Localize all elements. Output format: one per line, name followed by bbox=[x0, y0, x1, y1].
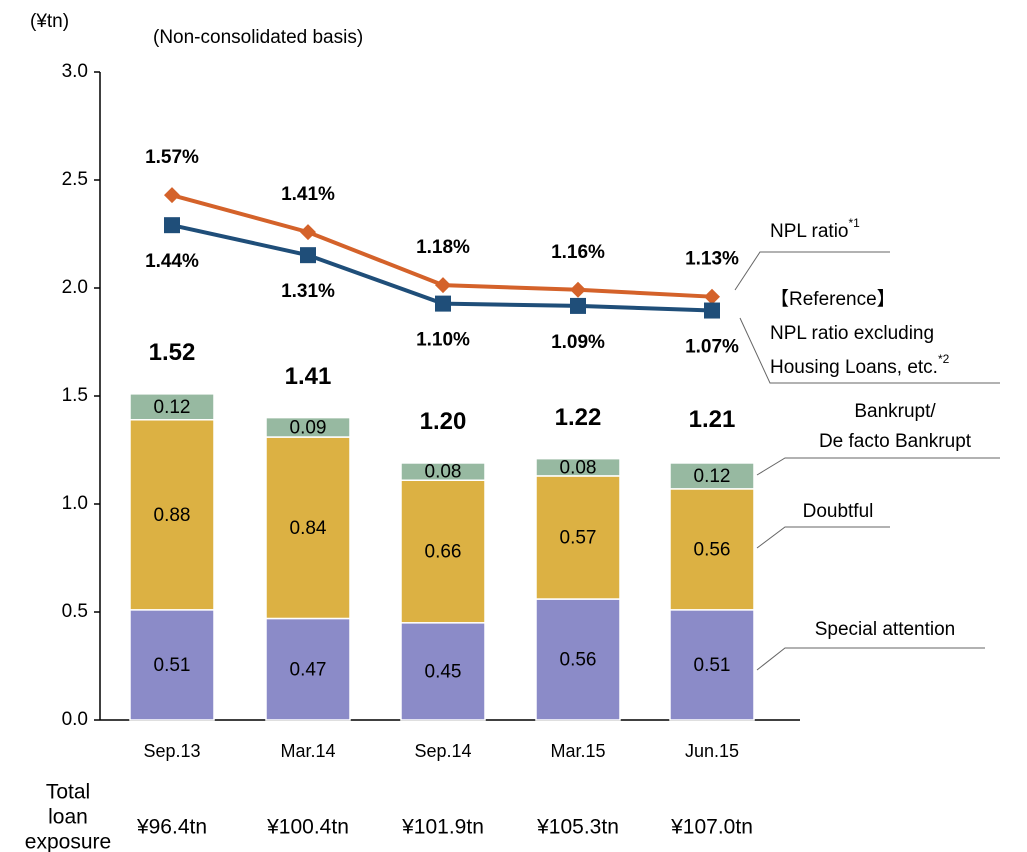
bar-segment bbox=[265, 617, 351, 721]
legend-leader bbox=[739, 317, 1000, 384]
marker bbox=[704, 288, 720, 305]
legend-label: Housing Loans, etc.*2 bbox=[770, 352, 950, 378]
total-label: 1.22 bbox=[555, 404, 602, 431]
exposure-value: ¥96.4tn bbox=[136, 816, 207, 839]
legend-leader bbox=[756, 457, 1000, 476]
exposure-title: Total bbox=[46, 781, 90, 804]
legend-note: *2 bbox=[938, 352, 950, 366]
bar-segment bbox=[129, 419, 215, 611]
x-tick-label: Mar.15 bbox=[550, 741, 605, 761]
marker bbox=[300, 247, 316, 264]
line-label: 1.10% bbox=[416, 330, 470, 351]
total-label: 1.20 bbox=[420, 408, 467, 435]
segment-label: 0.51 bbox=[154, 655, 191, 676]
legend-text: Special attention bbox=[815, 619, 956, 640]
marker bbox=[164, 217, 180, 234]
bar-segment bbox=[669, 488, 755, 611]
subtitle: (Non-consolidated basis) bbox=[153, 27, 363, 48]
legend-text: Bankrupt/ bbox=[854, 401, 936, 422]
legend-text: De facto Bankrupt bbox=[819, 431, 972, 452]
line-label: 1.16% bbox=[551, 242, 605, 263]
marker bbox=[164, 187, 180, 204]
marker bbox=[704, 302, 720, 319]
marker bbox=[435, 295, 451, 312]
x-tick-label: Mar.14 bbox=[280, 741, 335, 761]
legend-label: De facto Bankrupt bbox=[819, 431, 972, 452]
segment-label: 0.08 bbox=[560, 457, 597, 478]
legend-text: 【Reference】 bbox=[770, 288, 896, 310]
bar-segment bbox=[535, 457, 621, 477]
bar-segment bbox=[400, 479, 486, 624]
bar-segment bbox=[400, 462, 486, 481]
marker bbox=[570, 297, 586, 314]
exposure-title: exposure bbox=[25, 831, 111, 852]
legend-label: Doubtful bbox=[803, 501, 874, 522]
x-tick-label: Sep.13 bbox=[143, 741, 200, 761]
segment-label: 0.57 bbox=[560, 527, 597, 548]
y-tick-label: 1.0 bbox=[62, 493, 88, 514]
legend-text: Housing Loans, etc. bbox=[770, 357, 938, 378]
line-label: 1.13% bbox=[685, 249, 739, 270]
total-label: 1.52 bbox=[149, 339, 196, 366]
segment-label: 0.08 bbox=[425, 462, 462, 483]
legend-label: Special attention bbox=[815, 619, 956, 640]
segment-label: 0.12 bbox=[694, 466, 731, 487]
line-label: 1.57% bbox=[145, 147, 199, 168]
marker bbox=[300, 224, 316, 241]
bar-segment bbox=[535, 475, 621, 600]
unit-label: (¥tn) bbox=[30, 11, 69, 32]
x-tick-label: Jun.15 bbox=[685, 741, 739, 761]
total-label: 1.21 bbox=[689, 406, 736, 433]
bar-segment bbox=[535, 598, 621, 721]
legend-label: NPL ratio excluding bbox=[770, 323, 934, 344]
total-label: 1.41 bbox=[285, 363, 332, 390]
legend-leader bbox=[756, 647, 985, 671]
line-label: 1.07% bbox=[685, 337, 739, 358]
bar-segment bbox=[129, 393, 215, 421]
y-tick-label: 0.0 bbox=[62, 709, 88, 730]
marker bbox=[435, 277, 451, 294]
line-label: 1.44% bbox=[145, 251, 199, 272]
marker bbox=[570, 281, 586, 298]
exposure-value: ¥107.0tn bbox=[670, 816, 753, 839]
legend-leader bbox=[734, 251, 890, 291]
bar-segment bbox=[265, 416, 351, 438]
legend-text: NPL ratio excluding bbox=[770, 323, 934, 344]
y-tick-label: 1.5 bbox=[62, 385, 88, 406]
segment-label: 0.56 bbox=[694, 539, 731, 560]
segment-label: 0.09 bbox=[290, 417, 327, 438]
segment-label: 0.56 bbox=[560, 650, 597, 671]
x-tick-label: Sep.14 bbox=[414, 741, 471, 761]
exposure-value: ¥105.3tn bbox=[536, 816, 619, 839]
segment-label: 0.51 bbox=[694, 655, 731, 676]
bar-segment bbox=[129, 609, 215, 721]
line-label: 1.18% bbox=[416, 237, 470, 258]
segment-label: 0.66 bbox=[425, 542, 462, 563]
y-tick-label: 2.0 bbox=[62, 277, 88, 298]
legend-text: Doubtful bbox=[803, 501, 874, 522]
segment-label: 0.88 bbox=[154, 505, 191, 526]
legend-text: NPL ratio bbox=[770, 221, 849, 242]
line-label: 1.09% bbox=[551, 332, 605, 353]
bar-segment bbox=[669, 462, 755, 490]
y-tick-label: 0.5 bbox=[62, 601, 88, 622]
legend-leader bbox=[756, 526, 890, 549]
legend-note: *1 bbox=[849, 216, 861, 230]
segment-label: 0.47 bbox=[290, 659, 327, 680]
y-tick-label: 2.5 bbox=[62, 169, 88, 190]
line-label: 1.31% bbox=[281, 281, 335, 302]
legend-label: Bankrupt/ bbox=[854, 401, 936, 422]
exposure-title: loan bbox=[48, 806, 88, 829]
y-tick-label: 3.0 bbox=[62, 61, 88, 82]
segment-label: 0.12 bbox=[154, 397, 191, 418]
legend-label: NPL ratio*1 bbox=[770, 216, 860, 242]
line-label: 1.41% bbox=[281, 184, 335, 205]
bar-segment bbox=[669, 609, 755, 721]
exposure-value: ¥100.4tn bbox=[266, 816, 349, 839]
exposure-value: ¥101.9tn bbox=[401, 816, 484, 839]
segment-label: 0.84 bbox=[290, 518, 327, 539]
legend-label: 【Reference】 bbox=[770, 288, 896, 310]
segment-label: 0.45 bbox=[425, 661, 462, 682]
